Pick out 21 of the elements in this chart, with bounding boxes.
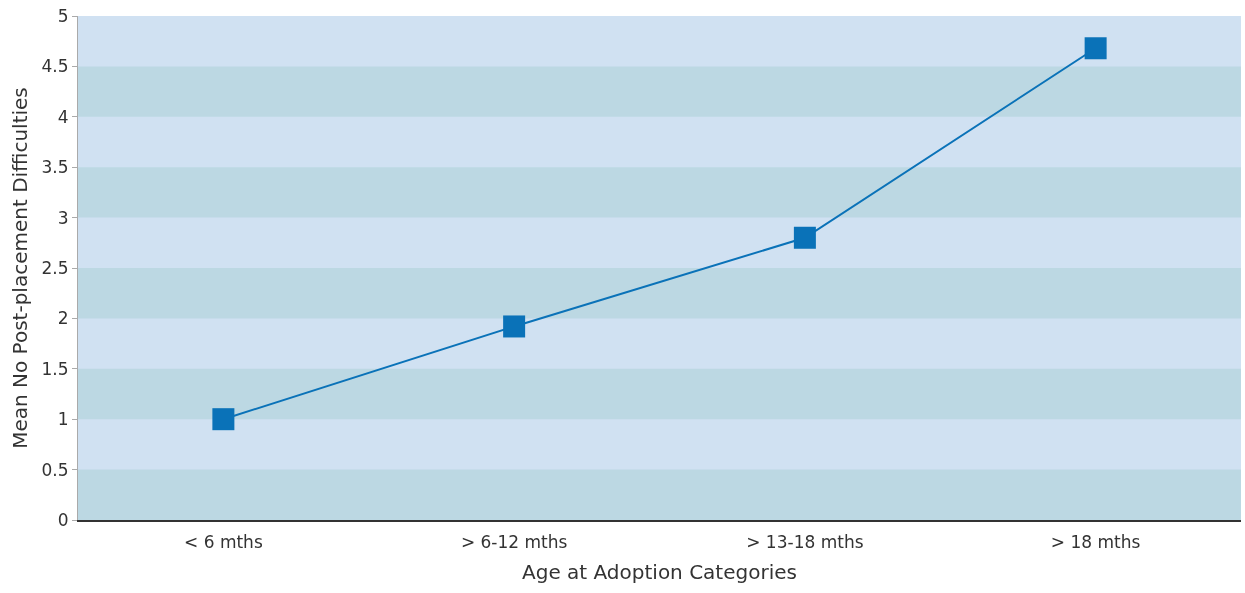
x-tick-label: < 6 mths bbox=[184, 531, 263, 552]
y-axis-title: Mean No Post-placement Difficulties bbox=[8, 87, 33, 449]
y-tick-label: 5 bbox=[57, 5, 69, 26]
y-tick-label: 3 bbox=[57, 207, 69, 228]
point bbox=[793, 226, 816, 249]
y-tick-label: 1.5 bbox=[41, 358, 69, 379]
point bbox=[503, 315, 526, 338]
x-tick-label: > 13-18 mths bbox=[746, 531, 864, 552]
x-axis-title: Age at Adoption Categories bbox=[522, 560, 797, 585]
y-tick-label: 0.5 bbox=[41, 459, 69, 480]
point bbox=[1084, 37, 1107, 60]
point bbox=[212, 408, 235, 431]
y-tick-label: 4 bbox=[57, 106, 69, 127]
y-tick-label: 3.5 bbox=[41, 157, 69, 178]
y-tick-label: 2 bbox=[57, 308, 69, 329]
y-tick-label: 1 bbox=[57, 409, 69, 430]
x-tick-label: > 18 mths bbox=[1050, 531, 1141, 552]
y-tick-label: 4.5 bbox=[41, 56, 69, 77]
x-tick-label: > 6-12 mths bbox=[460, 531, 568, 552]
y-tick-label: 0 bbox=[57, 509, 69, 530]
y-tick-label: 2.5 bbox=[41, 257, 69, 278]
